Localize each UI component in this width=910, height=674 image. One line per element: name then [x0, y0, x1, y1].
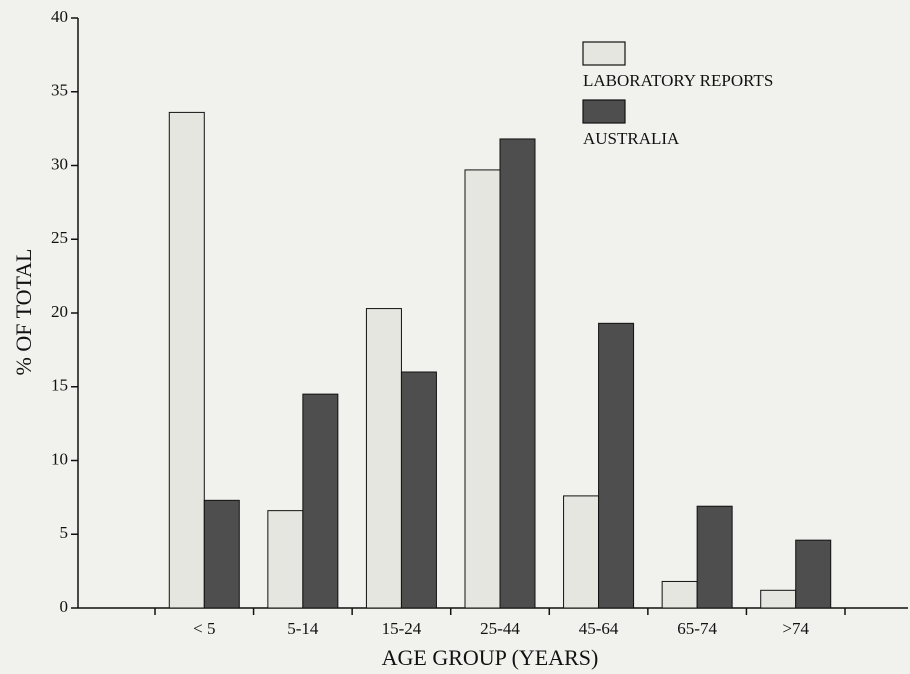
y-tick-label: 20	[51, 302, 68, 321]
bar	[598, 322, 635, 609]
y-tick-label: 40	[51, 7, 68, 26]
bar	[400, 371, 437, 609]
legend-swatch	[582, 99, 626, 124]
x-tick-label: >74	[782, 619, 809, 638]
y-tick-label: 35	[51, 81, 68, 100]
bar	[267, 510, 304, 609]
x-tick-label: < 5	[193, 619, 215, 638]
y-tick-label: 5	[60, 523, 69, 542]
bar	[499, 138, 536, 609]
bar	[661, 580, 698, 609]
legend-label: LABORATORY REPORTS	[583, 71, 773, 90]
bar	[696, 505, 733, 609]
y-axis-label: % OF TOTAL	[11, 249, 36, 376]
y-tick-label: 25	[51, 228, 68, 247]
x-tick-label: 5-14	[287, 619, 319, 638]
x-axis-label: AGE GROUP (YEARS)	[382, 645, 599, 670]
x-tick-label: 15-24	[382, 619, 422, 638]
x-tick-label: 45-64	[579, 619, 619, 638]
bar	[168, 111, 205, 609]
y-tick-label: 10	[51, 449, 68, 468]
x-tick-label: 25-44	[480, 619, 520, 638]
bar	[795, 539, 832, 609]
legend-label: AUSTRALIA	[583, 129, 680, 148]
y-tick-label: 15	[51, 376, 68, 395]
bar	[563, 495, 600, 609]
bar	[464, 169, 501, 609]
y-tick-label: 30	[51, 154, 68, 173]
x-tick-label: 65-74	[677, 619, 717, 638]
y-tick-label: 0	[60, 597, 69, 616]
legend-swatch	[582, 41, 626, 66]
bar	[760, 589, 797, 609]
bar	[302, 393, 339, 609]
bar	[203, 499, 240, 609]
bar	[365, 308, 402, 609]
